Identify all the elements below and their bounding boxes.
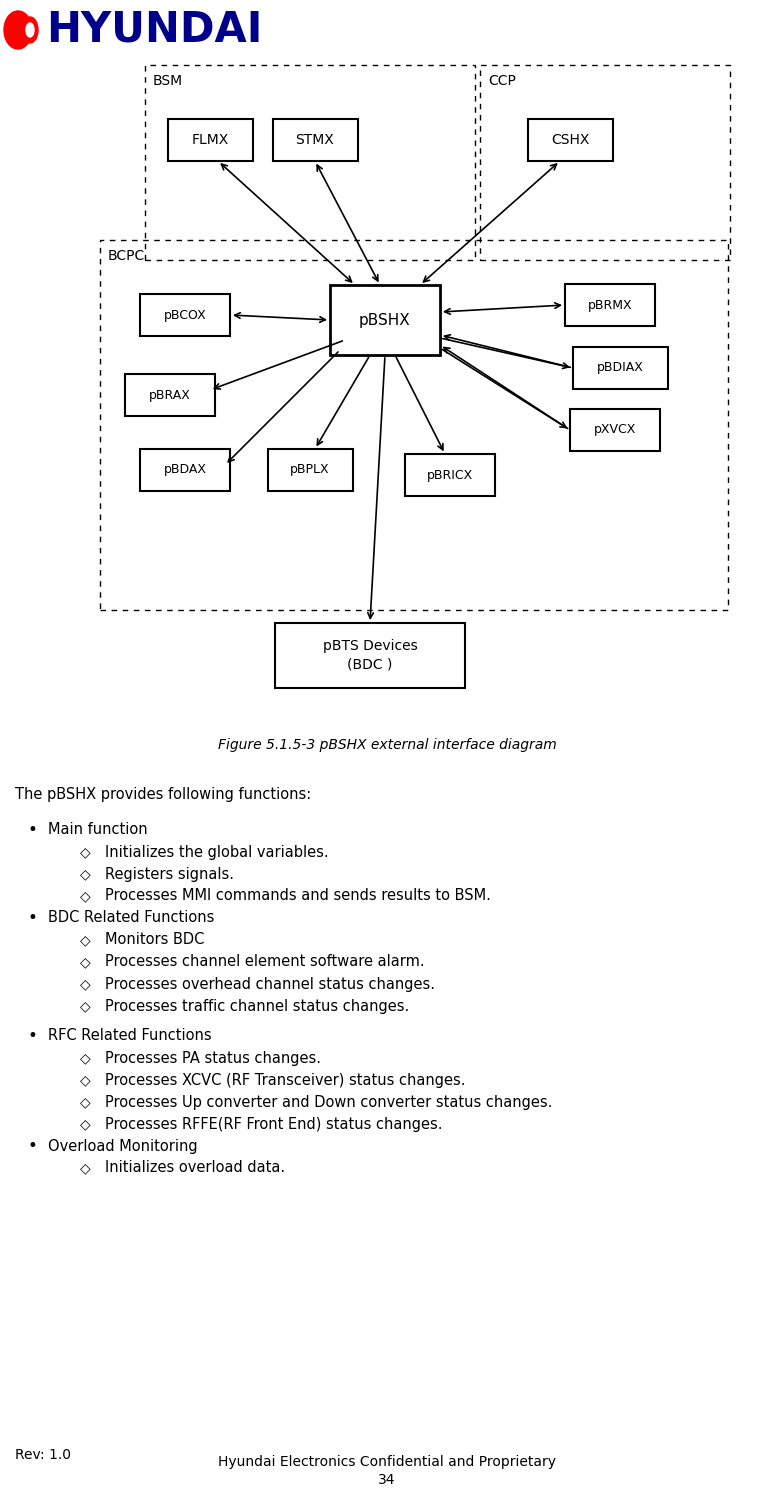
Text: Rev: 1.0: Rev: 1.0 [15,1448,71,1463]
Text: The pBSHX provides following functions:: The pBSHX provides following functions: [15,787,311,802]
Text: BCPC: BCPC [108,249,146,263]
Text: •: • [28,908,38,926]
Text: pBRAX: pBRAX [149,388,191,402]
Text: pBPLX: pBPLX [290,463,330,477]
Text: pBDAX: pBDAX [163,463,207,477]
Text: pBTS Devices
(BDC ): pBTS Devices (BDC ) [323,639,417,671]
Bar [480,66,730,260]
Ellipse shape [22,16,38,43]
Text: Processes PA status changes.: Processes PA status changes. [105,1050,321,1065]
Text: ◇: ◇ [80,977,91,991]
Text: Processes RFFE(RF Front End) status changes.: Processes RFFE(RF Front End) status chan… [105,1116,443,1131]
Text: •: • [28,1137,38,1155]
Text: ◇: ◇ [80,846,91,859]
Text: Initializes the global variables.: Initializes the global variables. [105,844,329,859]
Text: Registers signals.: Registers signals. [105,867,234,881]
Text: Overload Monitoring: Overload Monitoring [48,1138,197,1153]
Text: pBSHX: pBSHX [359,312,411,327]
Text: pBRMX: pBRMX [587,299,632,312]
Text: Hyundai Electronics Confidential and Proprietary: Hyundai Electronics Confidential and Pro… [218,1455,556,1469]
Text: STMX: STMX [296,133,334,146]
Text: CCP: CCP [488,75,516,88]
Text: ◇: ◇ [80,999,91,1013]
Text: pBCOX: pBCOX [163,308,207,321]
Text: pXVCX: pXVCX [594,423,636,436]
Text: ◇: ◇ [80,1095,91,1109]
Ellipse shape [26,22,34,37]
Text: FLMX: FLMX [191,133,228,146]
Text: •: • [28,822,38,840]
Bar [275,623,465,687]
Text: BSM: BSM [153,75,183,88]
Bar [268,450,352,492]
Text: ◇: ◇ [80,1073,91,1088]
Bar [140,450,230,492]
Bar [167,120,252,161]
Bar [405,454,495,496]
Bar [573,347,667,388]
Text: Main function: Main function [48,823,148,838]
Text: Figure 5.1.5-3 pBSHX external interface diagram: Figure 5.1.5-3 pBSHX external interface … [217,738,557,751]
Text: Processes Up converter and Down converter status changes.: Processes Up converter and Down converte… [105,1095,553,1110]
Bar [272,120,358,161]
Text: ◇: ◇ [80,1118,91,1131]
Text: Initializes overload data.: Initializes overload data. [105,1161,285,1176]
Bar [528,120,612,161]
Text: ◇: ◇ [80,955,91,970]
Text: BDC Related Functions: BDC Related Functions [48,910,214,925]
Text: 34: 34 [378,1473,396,1487]
Text: ◇: ◇ [80,1050,91,1065]
Text: Processes traffic channel status changes.: Processes traffic channel status changes… [105,998,409,1013]
Text: Processes channel element software alarm.: Processes channel element software alarm… [105,955,425,970]
Bar [100,241,728,610]
Text: Monitors BDC: Monitors BDC [105,932,204,947]
Text: pBRICX: pBRICX [427,469,473,481]
Text: •: • [28,1026,38,1044]
Text: Processes overhead channel status changes.: Processes overhead channel status change… [105,977,435,992]
Text: CSHX: CSHX [551,133,589,146]
Text: ◇: ◇ [80,932,91,947]
Text: RFC Related Functions: RFC Related Functions [48,1028,211,1043]
Text: ◇: ◇ [80,867,91,881]
Ellipse shape [4,10,32,49]
Text: pBDIAX: pBDIAX [597,362,643,375]
Bar [125,374,215,415]
Bar [140,294,230,336]
Bar [145,66,475,260]
Bar [330,285,440,356]
Text: Processes XCVC (RF Transceiver) status changes.: Processes XCVC (RF Transceiver) status c… [105,1073,465,1088]
Bar [565,284,655,326]
Text: ◇: ◇ [80,1161,91,1174]
Text: HYUNDAI: HYUNDAI [46,9,262,51]
Text: Processes MMI commands and sends results to BSM.: Processes MMI commands and sends results… [105,889,491,904]
Text: ◇: ◇ [80,889,91,902]
Bar [570,409,660,451]
